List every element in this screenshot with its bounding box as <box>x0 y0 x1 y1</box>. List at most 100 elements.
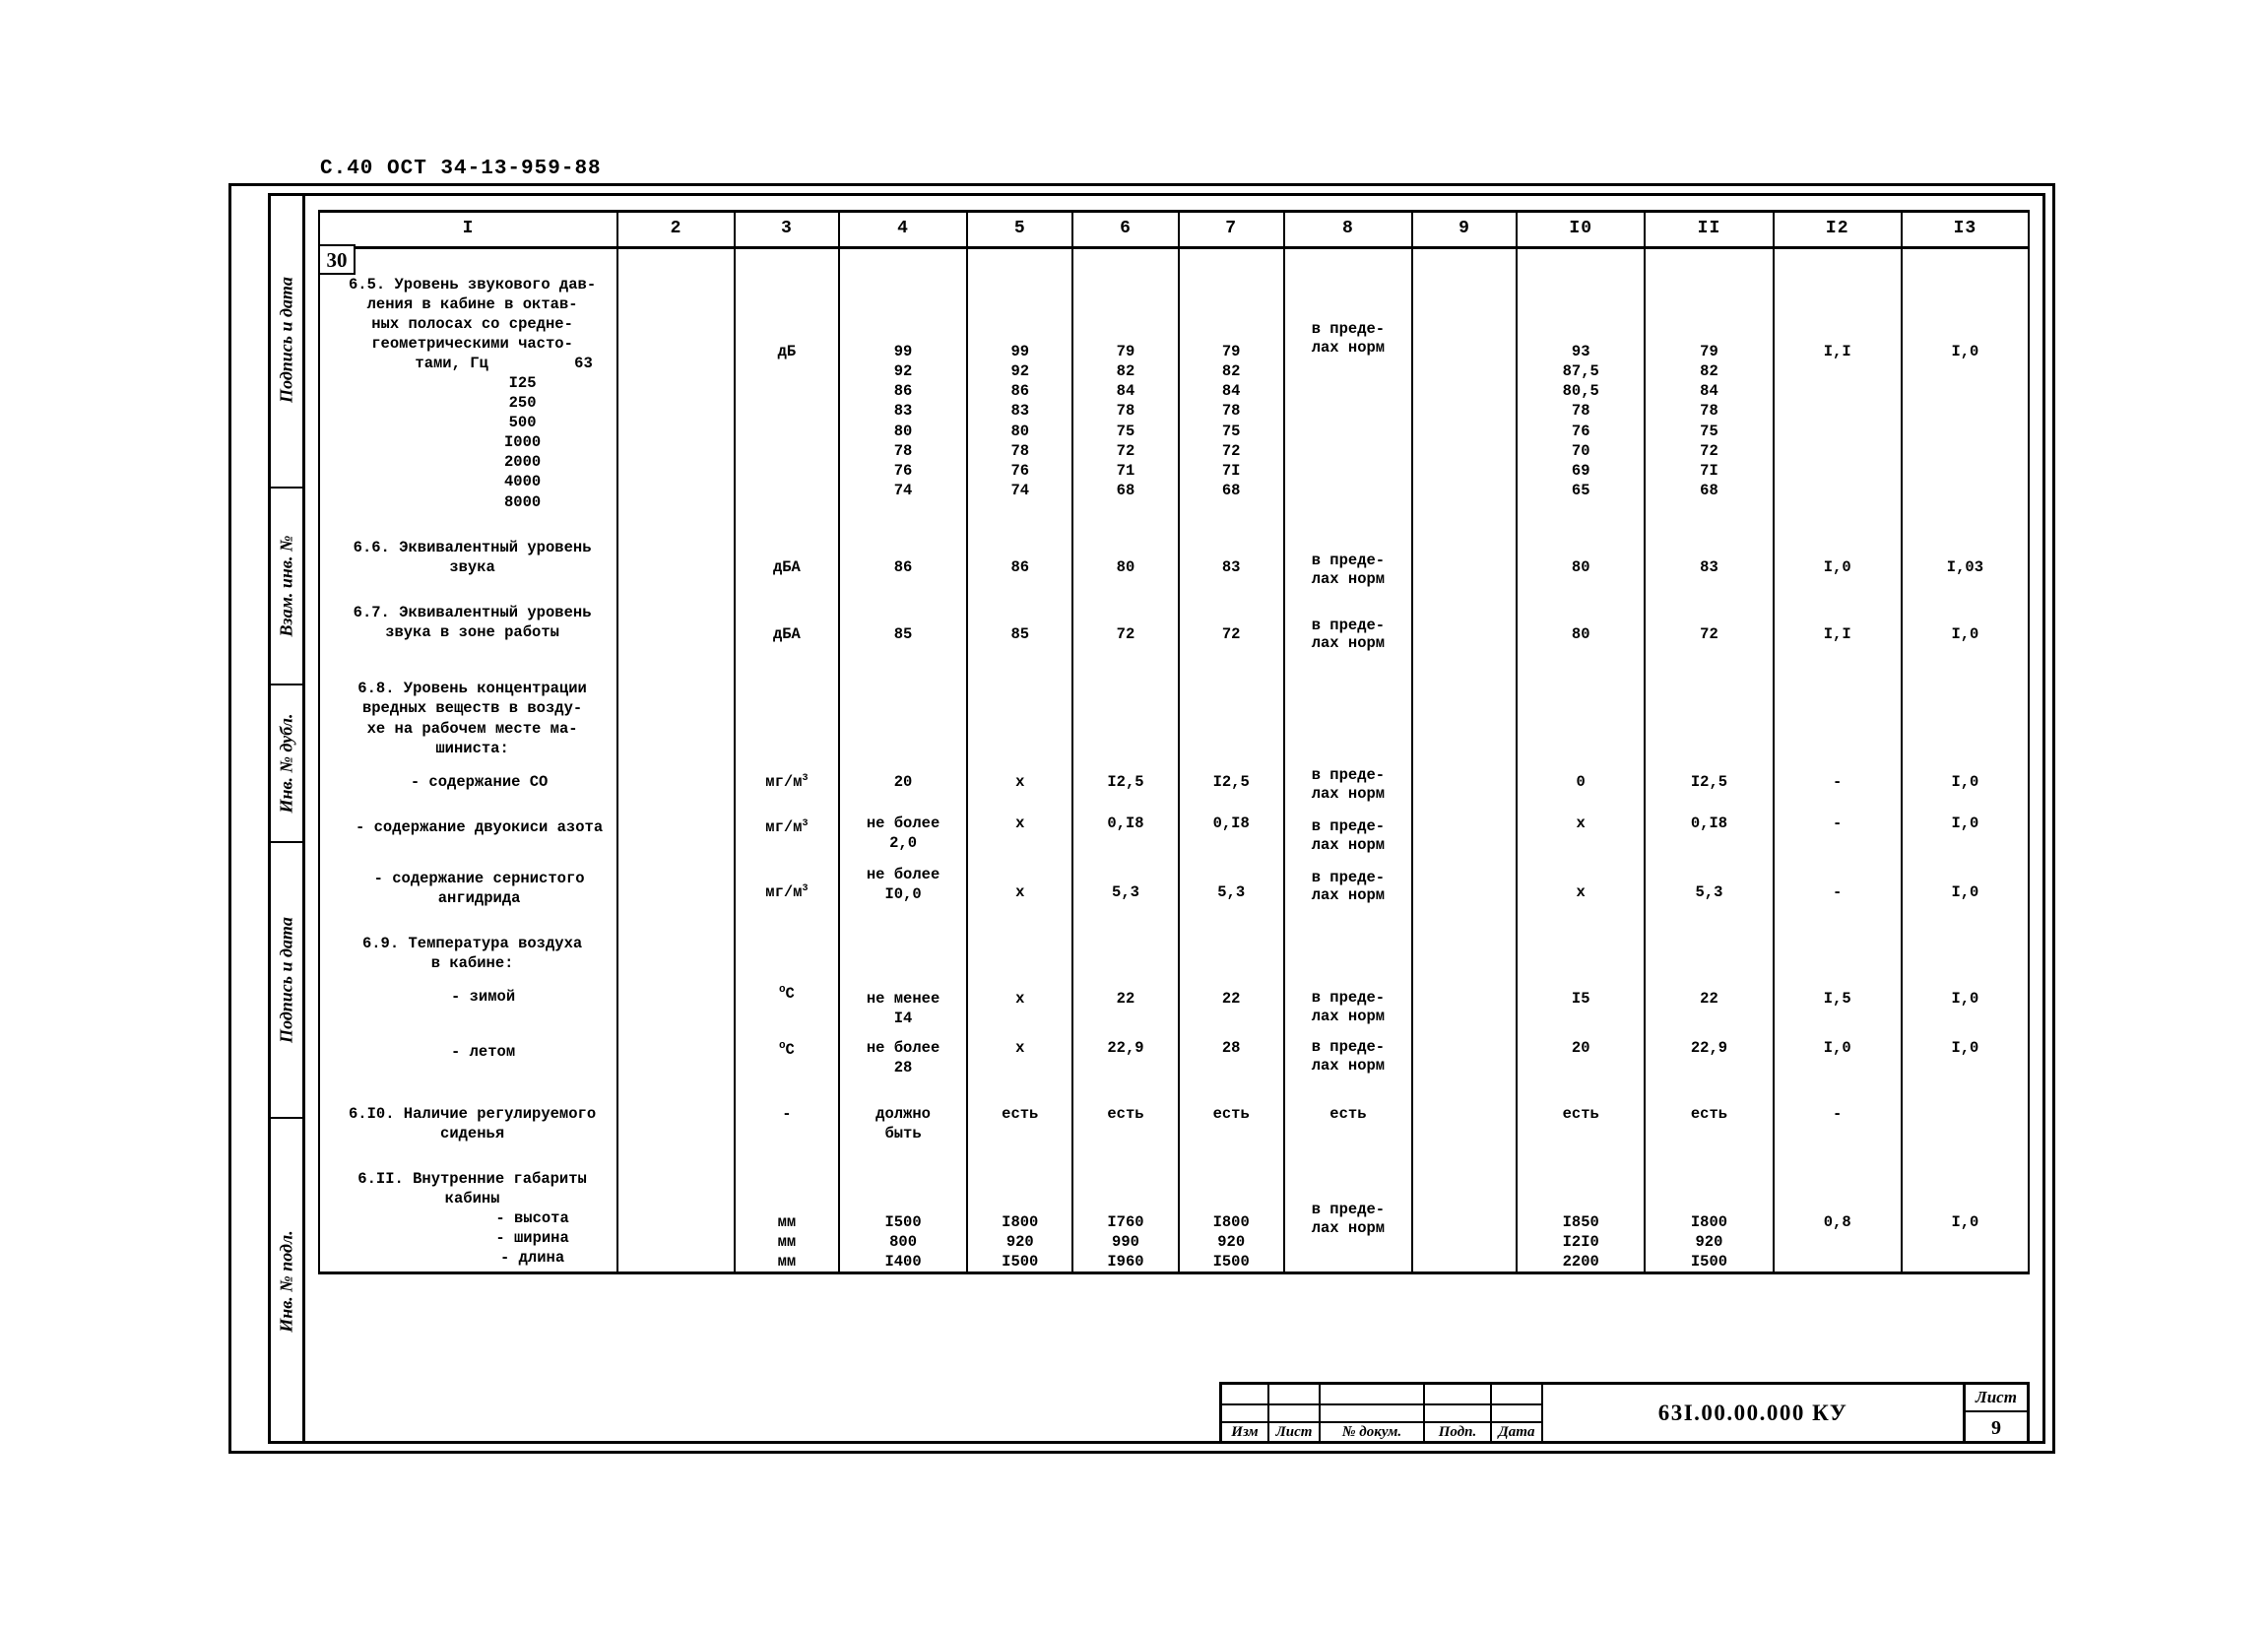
cell-c5: х <box>966 854 1074 908</box>
cell-c9 <box>1411 907 1519 974</box>
cell-c4: не менее I4 <box>837 973 969 1029</box>
value: 86 <box>893 382 913 401</box>
row-title-line: - содержание двуокиси азота <box>356 817 604 836</box>
value-in-norm: в преде- лах норм <box>1311 989 1386 1025</box>
unit-label: оС <box>778 1039 795 1059</box>
value: 79 <box>1221 343 1241 360</box>
value: 84 <box>1221 382 1241 401</box>
value: есть <box>1562 1104 1599 1123</box>
cell-c2 <box>616 907 736 974</box>
row-title-line: тами, Гц <box>415 354 488 372</box>
cell-c3-unit <box>733 907 840 974</box>
value-in-norm: в преде- лах норм <box>1311 765 1386 803</box>
value: 68 <box>1700 481 1718 499</box>
unit-label: оС <box>778 984 795 1004</box>
freq-label-63: 63 <box>574 354 593 372</box>
cell-c4: 20 <box>837 757 969 804</box>
row-title-line: шиниста: <box>435 739 509 757</box>
cell-c5 <box>966 653 1074 758</box>
value: 76 <box>893 461 913 480</box>
cell-c11: есть <box>1644 1077 1775 1143</box>
cell-c13: I,0 <box>1900 588 2031 654</box>
cell-c11: I2,5 <box>1644 757 1775 804</box>
value: х <box>1015 882 1025 901</box>
value: 80 <box>1116 557 1135 576</box>
value: 7I <box>1700 461 1718 480</box>
cell-c6: 72 <box>1071 588 1180 654</box>
cell-c10: есть <box>1516 1077 1647 1143</box>
page-header: С.40 ОСТ 34-13-959-88 <box>320 158 602 180</box>
cell-c2 <box>616 247 736 512</box>
row-title-6-9: 6.9. Температура воздуха в кабине: <box>317 907 619 974</box>
cell-c12: I,0 <box>1772 511 1903 589</box>
cell-c2 <box>616 588 736 654</box>
cell-c13: I,03 <box>1900 511 2031 589</box>
margin-cell-inv-podl: Инв. № подл. <box>268 1119 305 1444</box>
value: 5,3 <box>1217 882 1246 901</box>
row-title-line: ления в кабине в октав- <box>366 295 578 314</box>
value: 78 <box>1700 402 1718 421</box>
value: - <box>1833 1104 1843 1123</box>
value-in-norm: в преде- лах норм <box>1311 551 1386 588</box>
margin-label: Инв. № подл. <box>276 1230 296 1333</box>
col-header-2: 2 <box>616 210 736 249</box>
unit-label: дБА <box>772 557 801 576</box>
cell-c9 <box>1411 588 1519 654</box>
sheet-number: 9 <box>1991 1417 2001 1439</box>
value: 80 <box>893 422 913 440</box>
unit-label: мг/м3 <box>765 772 809 792</box>
cell-c11: 72 <box>1644 588 1775 654</box>
value: 84 <box>1700 382 1718 401</box>
table-body: 6.5. Уровень звукового дав- ления в каби… <box>317 247 2031 1275</box>
cell-c3-unit: оС <box>733 1028 840 1078</box>
value: не более 28 <box>866 1039 940 1077</box>
left-margin-stamp-strip: Подпись и дата Взам. инв. № Инв. № дубл.… <box>268 193 305 1444</box>
value: х <box>1576 814 1586 832</box>
revision-balloon: 30 <box>318 244 356 275</box>
cell-c7: 0,I8 <box>1177 803 1285 855</box>
row-title-line: 6.I0. Наличие регулируемого <box>349 1104 597 1123</box>
row-title-line: геометрическими часто- <box>371 335 573 354</box>
row-title-line: сиденья <box>440 1124 505 1142</box>
cell-c8: в преде- лах норм <box>1282 1142 1414 1275</box>
cell-c13: I,0 <box>1900 1028 2031 1078</box>
row-title-line: ных полосах со средне- <box>371 315 573 334</box>
cell-c12 <box>1772 907 1903 974</box>
value: 86 <box>893 557 913 576</box>
value: I760 <box>1107 1212 1144 1231</box>
freq-label-8000: 8000 <box>503 492 542 511</box>
row-title-line: - летом <box>451 1043 516 1062</box>
cell-c4: I500 800 I400 <box>837 1142 969 1275</box>
row-title-line: вредных веществ в возду- <box>361 699 583 718</box>
value: 80 <box>1571 624 1590 643</box>
cell-c9 <box>1411 757 1519 804</box>
value: I400 <box>884 1253 922 1271</box>
cell-c2 <box>616 757 736 804</box>
row-title-width: - ширина <box>495 1229 569 1248</box>
cell-c6 <box>1071 653 1180 758</box>
cell-c13 <box>1900 653 2031 758</box>
value: 0,I8 <box>1690 814 1728 832</box>
cell-c4 <box>837 653 969 758</box>
cell-c3-unit: мм мм мм <box>733 1142 840 1275</box>
cell-c10: 20 <box>1516 1028 1647 1078</box>
unit-label: дБА <box>772 624 801 643</box>
cell-c13 <box>1900 907 2031 974</box>
cell-c7: есть <box>1177 1077 1285 1143</box>
cell-c5: I800 920 I500 <box>966 1142 1074 1275</box>
cell-c9 <box>1411 973 1519 1029</box>
cell-c12: - <box>1772 1077 1903 1143</box>
cell-c9 <box>1411 803 1519 855</box>
value: 5,3 <box>1112 882 1139 901</box>
value: I,5 <box>1823 990 1851 1009</box>
cell-c7: 22 <box>1177 973 1285 1029</box>
cell-c4 <box>837 907 969 974</box>
cell-c10: х <box>1516 803 1647 855</box>
cell-c9 <box>1411 653 1519 758</box>
title-block-col-izm: Изм <box>1222 1385 1269 1441</box>
value: 72 <box>1116 441 1135 460</box>
cell-c5: х <box>966 973 1074 1029</box>
freq-label-250: 250 <box>508 393 537 412</box>
cell-c10: I5 <box>1516 973 1647 1029</box>
value-in-norm: в преде- лах норм <box>1311 1038 1386 1076</box>
